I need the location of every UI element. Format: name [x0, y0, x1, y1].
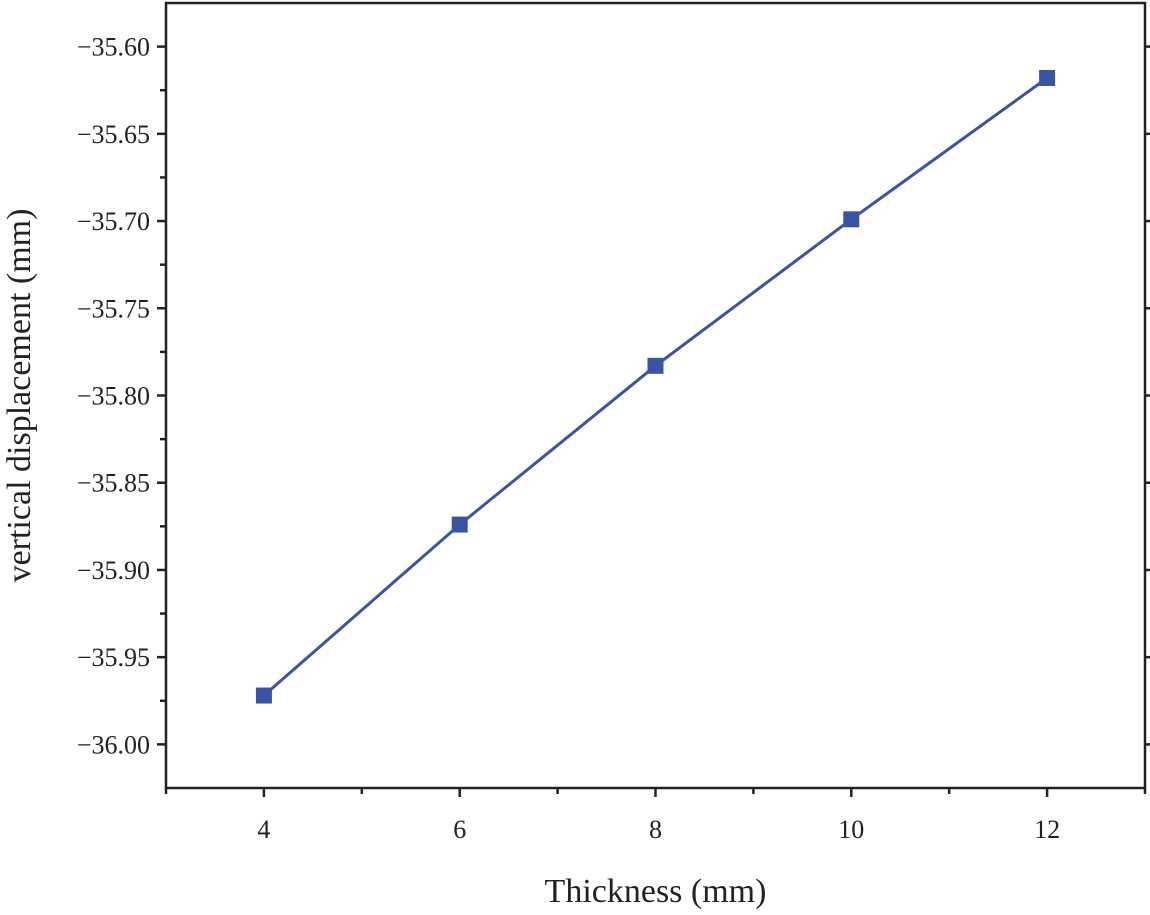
series-line — [262, 76, 1048, 697]
x-tick-label: 4 — [257, 815, 270, 844]
x-tick-label: 12 — [1034, 815, 1060, 844]
data-point-marker — [451, 516, 468, 533]
x-tick-label: 8 — [649, 815, 662, 844]
y-tick-label: −35.60 — [77, 33, 150, 62]
data-point-marker — [843, 211, 860, 228]
data-point-marker — [255, 687, 272, 704]
y-tick-label: −35.70 — [77, 207, 150, 236]
y-tick-label: −35.95 — [77, 643, 150, 672]
y-tick-label: −36.00 — [77, 730, 150, 759]
x-axis-title: Thickness (mm) — [545, 873, 767, 910]
plot-frame — [164, 1, 1147, 790]
y-tick-label: −35.65 — [77, 120, 150, 149]
y-tick-label: −35.90 — [77, 556, 150, 585]
y-tick-label: −35.75 — [77, 294, 150, 323]
data-point-marker — [647, 357, 664, 374]
y-axis-title: vertical displacement (mm) — [1, 209, 38, 583]
x-tick-label: 6 — [453, 815, 466, 844]
axis-ticks: 4 6 8 10 12 −35.60 −35.65 −35.70 −35.75 −35.80 −35… — [77, 33, 1150, 844]
y-tick-label: −35.80 — [77, 382, 150, 411]
y-tick-label: −35.85 — [77, 469, 150, 498]
x-tick-label: 10 — [838, 815, 864, 844]
data-point-marker — [1039, 70, 1056, 87]
series-layer — [255, 70, 1056, 704]
